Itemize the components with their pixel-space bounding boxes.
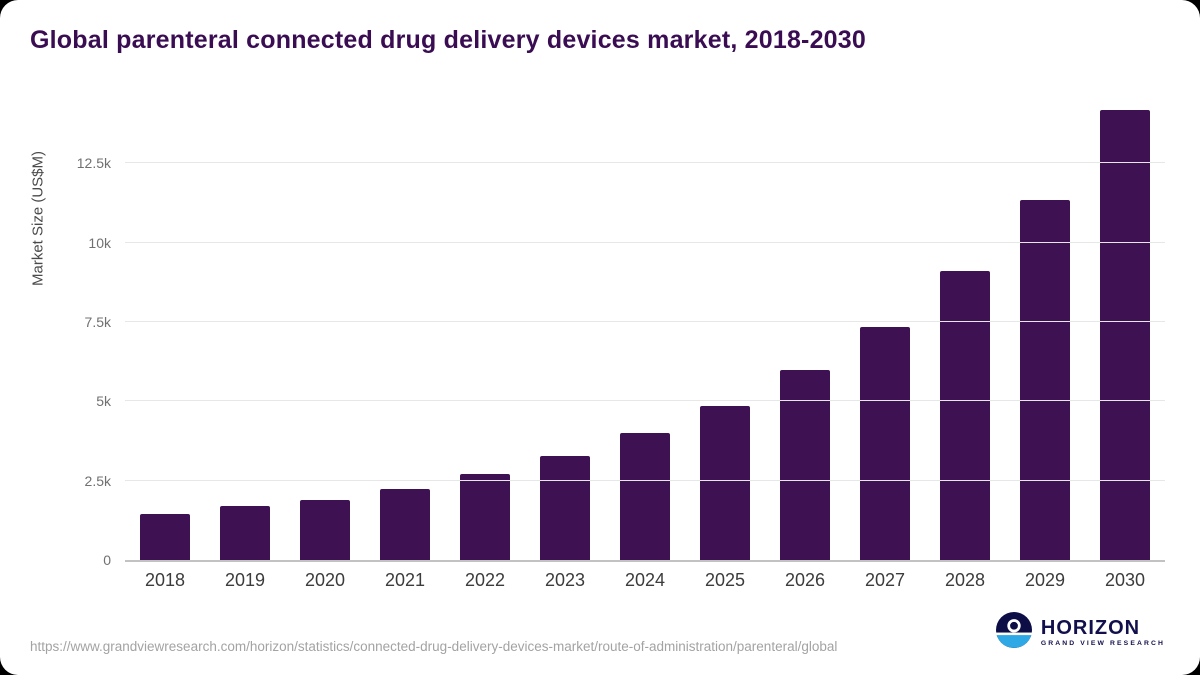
bar-2030 xyxy=(1100,109,1150,560)
x-tick-label-2030: 2030 xyxy=(1104,570,1146,590)
bars-container xyxy=(125,100,1165,560)
x-tick-label-2019: 2019 xyxy=(224,570,266,590)
bar-2023 xyxy=(540,455,590,560)
bar-slot xyxy=(605,100,685,560)
bar-slot xyxy=(365,100,445,560)
horizon-logo-icon xyxy=(995,612,1032,653)
bar-slot xyxy=(685,100,765,560)
x-tick-label-2024: 2024 xyxy=(624,570,666,590)
x-tick-label-2022: 2022 xyxy=(464,570,506,590)
y-tick-label: 10k xyxy=(88,234,111,251)
bar-2027 xyxy=(860,326,910,560)
y-tick-label: 12.5k xyxy=(76,155,111,172)
x-tick-label-2023: 2023 xyxy=(544,570,586,590)
bar-2020 xyxy=(300,500,350,560)
bar-2022 xyxy=(460,474,510,560)
logo-subtitle: GRAND VIEW RESEARCH xyxy=(1040,639,1165,647)
x-tick-label-2026: 2026 xyxy=(784,570,826,590)
bar-slot xyxy=(765,100,845,560)
source-url: https://www.grandviewresearch.com/horizo… xyxy=(30,639,838,655)
logo-text: HORIZON GRAND VIEW RESEARCH xyxy=(1041,618,1165,648)
x-axis-labels: 2018 2019 2020 2021 2022 2023 2024 2025 2026 2027… xyxy=(125,570,1165,591)
y-tick-label: 5k xyxy=(96,393,111,410)
gridline xyxy=(125,479,1165,481)
bar-slot xyxy=(925,100,1005,560)
bar-slot xyxy=(445,100,525,560)
x-tick-label-2025: 2025 xyxy=(704,570,746,590)
logo-title: HORIZON xyxy=(1040,616,1141,639)
bar-slot xyxy=(205,100,285,560)
gridline xyxy=(125,400,1165,402)
gridline xyxy=(125,241,1165,243)
bar-2024 xyxy=(620,432,670,560)
chart-title: Global parenteral connected drug deliver… xyxy=(30,26,866,54)
y-tick-label: 7.5k xyxy=(84,314,111,331)
bar-2025 xyxy=(700,406,750,560)
x-tick-label-2028: 2028 xyxy=(944,570,986,590)
bar-2021 xyxy=(380,488,430,560)
gridline xyxy=(125,321,1165,323)
bar-2019 xyxy=(220,506,270,560)
bar-2026 xyxy=(780,369,830,560)
x-tick-label-2020: 2020 xyxy=(304,570,346,590)
x-tick-label-2027: 2027 xyxy=(864,570,906,590)
bar-slot xyxy=(125,100,205,560)
bar-2018 xyxy=(140,514,190,560)
bar-slot xyxy=(1085,100,1165,560)
gridline xyxy=(125,162,1165,164)
plot-area: 0 2.5k 5k 7.5k 10k 12.5k xyxy=(77,100,1165,568)
y-axis-title: Market Size (US$M) xyxy=(29,150,47,287)
footer: https://www.grandviewresearch.com/horizo… xyxy=(30,612,1165,657)
bar-slot xyxy=(845,100,925,560)
bar-2028 xyxy=(940,271,990,560)
horizon-logo: HORIZON GRAND VIEW RESEARCH xyxy=(995,612,1165,657)
bar-slot xyxy=(525,100,605,560)
bar-slot xyxy=(285,100,365,560)
x-tick-label-2018: 2018 xyxy=(144,570,186,590)
bar-2029 xyxy=(1020,199,1070,560)
x-tick-label-2029: 2029 xyxy=(1024,570,1066,590)
y-tick-label: 0 xyxy=(103,552,111,568)
x-tick-label-2021: 2021 xyxy=(384,570,426,590)
bar-slot xyxy=(1005,100,1085,560)
y-tick-label: 2.5k xyxy=(84,472,111,489)
